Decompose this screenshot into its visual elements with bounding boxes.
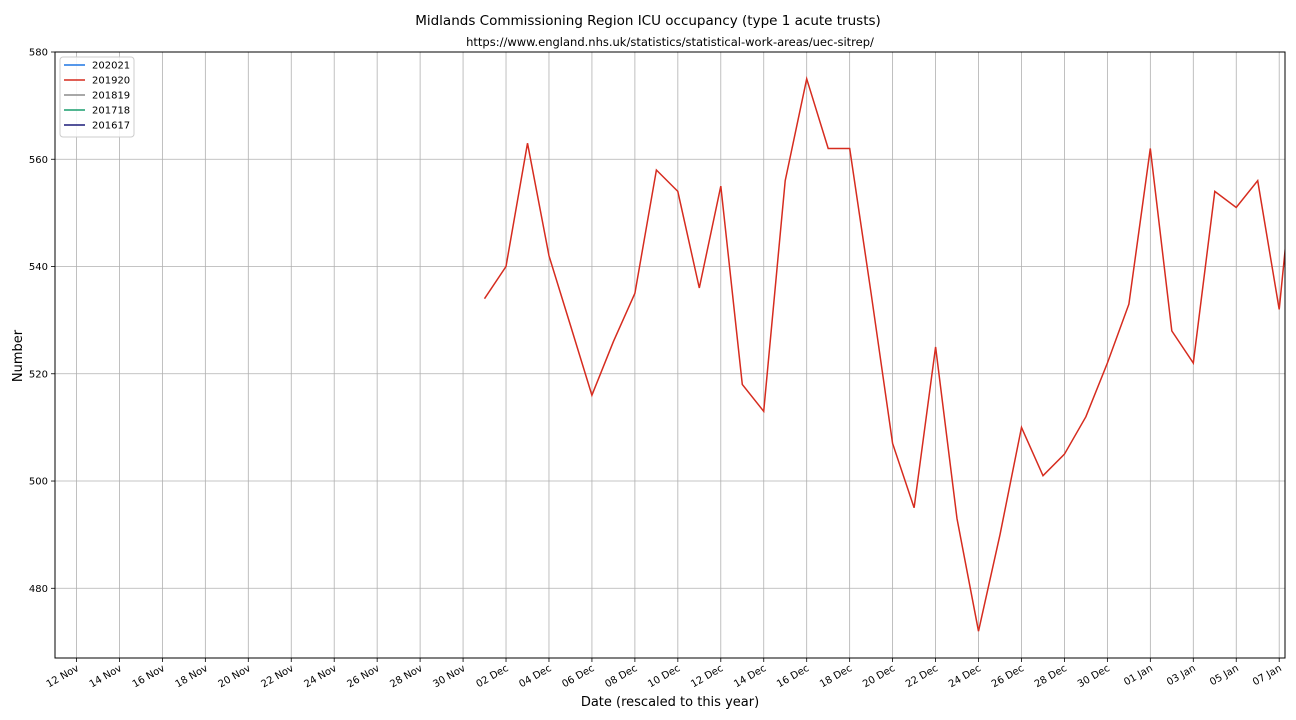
x-axis: 12 Nov 14 Nov 16 Nov 18 Nov 20 Nov 22 Nov 24 N… <box>45 658 1284 690</box>
x-tick-label: 01 Jan <box>1122 663 1155 688</box>
series-lines <box>483 75 1285 632</box>
x-tick-label: 22 Dec <box>904 663 940 690</box>
x-tick-label: 26 Nov <box>345 663 381 690</box>
plot-frame <box>54 51 1286 659</box>
y-axis: 480 500 520 540 560 580 <box>29 48 55 595</box>
x-tick-label: 18 Dec <box>818 663 854 690</box>
x-tick-label: 20 Nov <box>217 663 253 690</box>
x-tick-label: 30 Dec <box>1076 663 1112 690</box>
x-tick-label: 28 Dec <box>1033 663 1069 690</box>
x-tick-label: 18 Nov <box>174 663 210 690</box>
x-tick-label: 12 Dec <box>689 663 725 690</box>
y-tick-label: 520 <box>29 369 48 380</box>
x-tick-label: 16 Dec <box>775 663 811 690</box>
x-tick-label: 22 Nov <box>260 663 296 690</box>
x-tick-label: 30 Nov <box>431 663 467 690</box>
x-tick-label: 08 Dec <box>603 663 639 690</box>
x-tick-label: 07 Jan <box>1251 663 1284 688</box>
legend-label: 202021 <box>92 61 130 72</box>
y-tick-label: 500 <box>29 477 48 488</box>
x-tick-label: 20 Dec <box>861 663 897 690</box>
x-tick-label: 05 Jan <box>1208 663 1241 688</box>
x-axis-label: Date (rescaled to this year) <box>581 695 759 710</box>
y-tick-label: 580 <box>29 48 48 59</box>
legend-box <box>59 56 135 138</box>
x-tick-label: 28 Nov <box>388 663 424 690</box>
chart-subtitle: https://www.england.nhs.uk/statistics/st… <box>466 35 874 49</box>
series-line-201920 <box>483 75 1285 632</box>
y-tick-label: 560 <box>29 155 48 166</box>
y-axis-label: Number <box>11 329 26 382</box>
x-tick-label: 10 Dec <box>646 663 682 690</box>
chart-title: Midlands Commissioning Region ICU occupa… <box>415 13 881 29</box>
x-tick-label: 14 Nov <box>88 663 124 690</box>
x-tick-label: 26 Dec <box>990 663 1026 690</box>
x-tick-label: 16 Nov <box>131 663 167 690</box>
x-tick-label: 12 Nov <box>45 663 81 690</box>
legend-label: 201617 <box>92 121 130 132</box>
y-tick-label: 480 <box>29 584 48 595</box>
legend-label: 201920 <box>92 76 130 87</box>
x-tick-label: 24 Nov <box>303 663 339 690</box>
legend-label: 201819 <box>92 91 130 102</box>
y-tick-label: 540 <box>29 262 48 273</box>
x-tick-label: 04 Dec <box>517 663 553 690</box>
legend: 202021 201920 201819 201718 201617 <box>59 56 135 138</box>
x-tick-label: 02 Dec <box>474 663 510 690</box>
legend-label: 201718 <box>92 106 130 117</box>
x-tick-label: 14 Dec <box>732 663 768 690</box>
x-tick-label: 03 Jan <box>1165 663 1198 688</box>
grid <box>55 51 1285 658</box>
x-tick-label: 06 Dec <box>560 663 596 690</box>
x-tick-label: 24 Dec <box>947 663 983 690</box>
